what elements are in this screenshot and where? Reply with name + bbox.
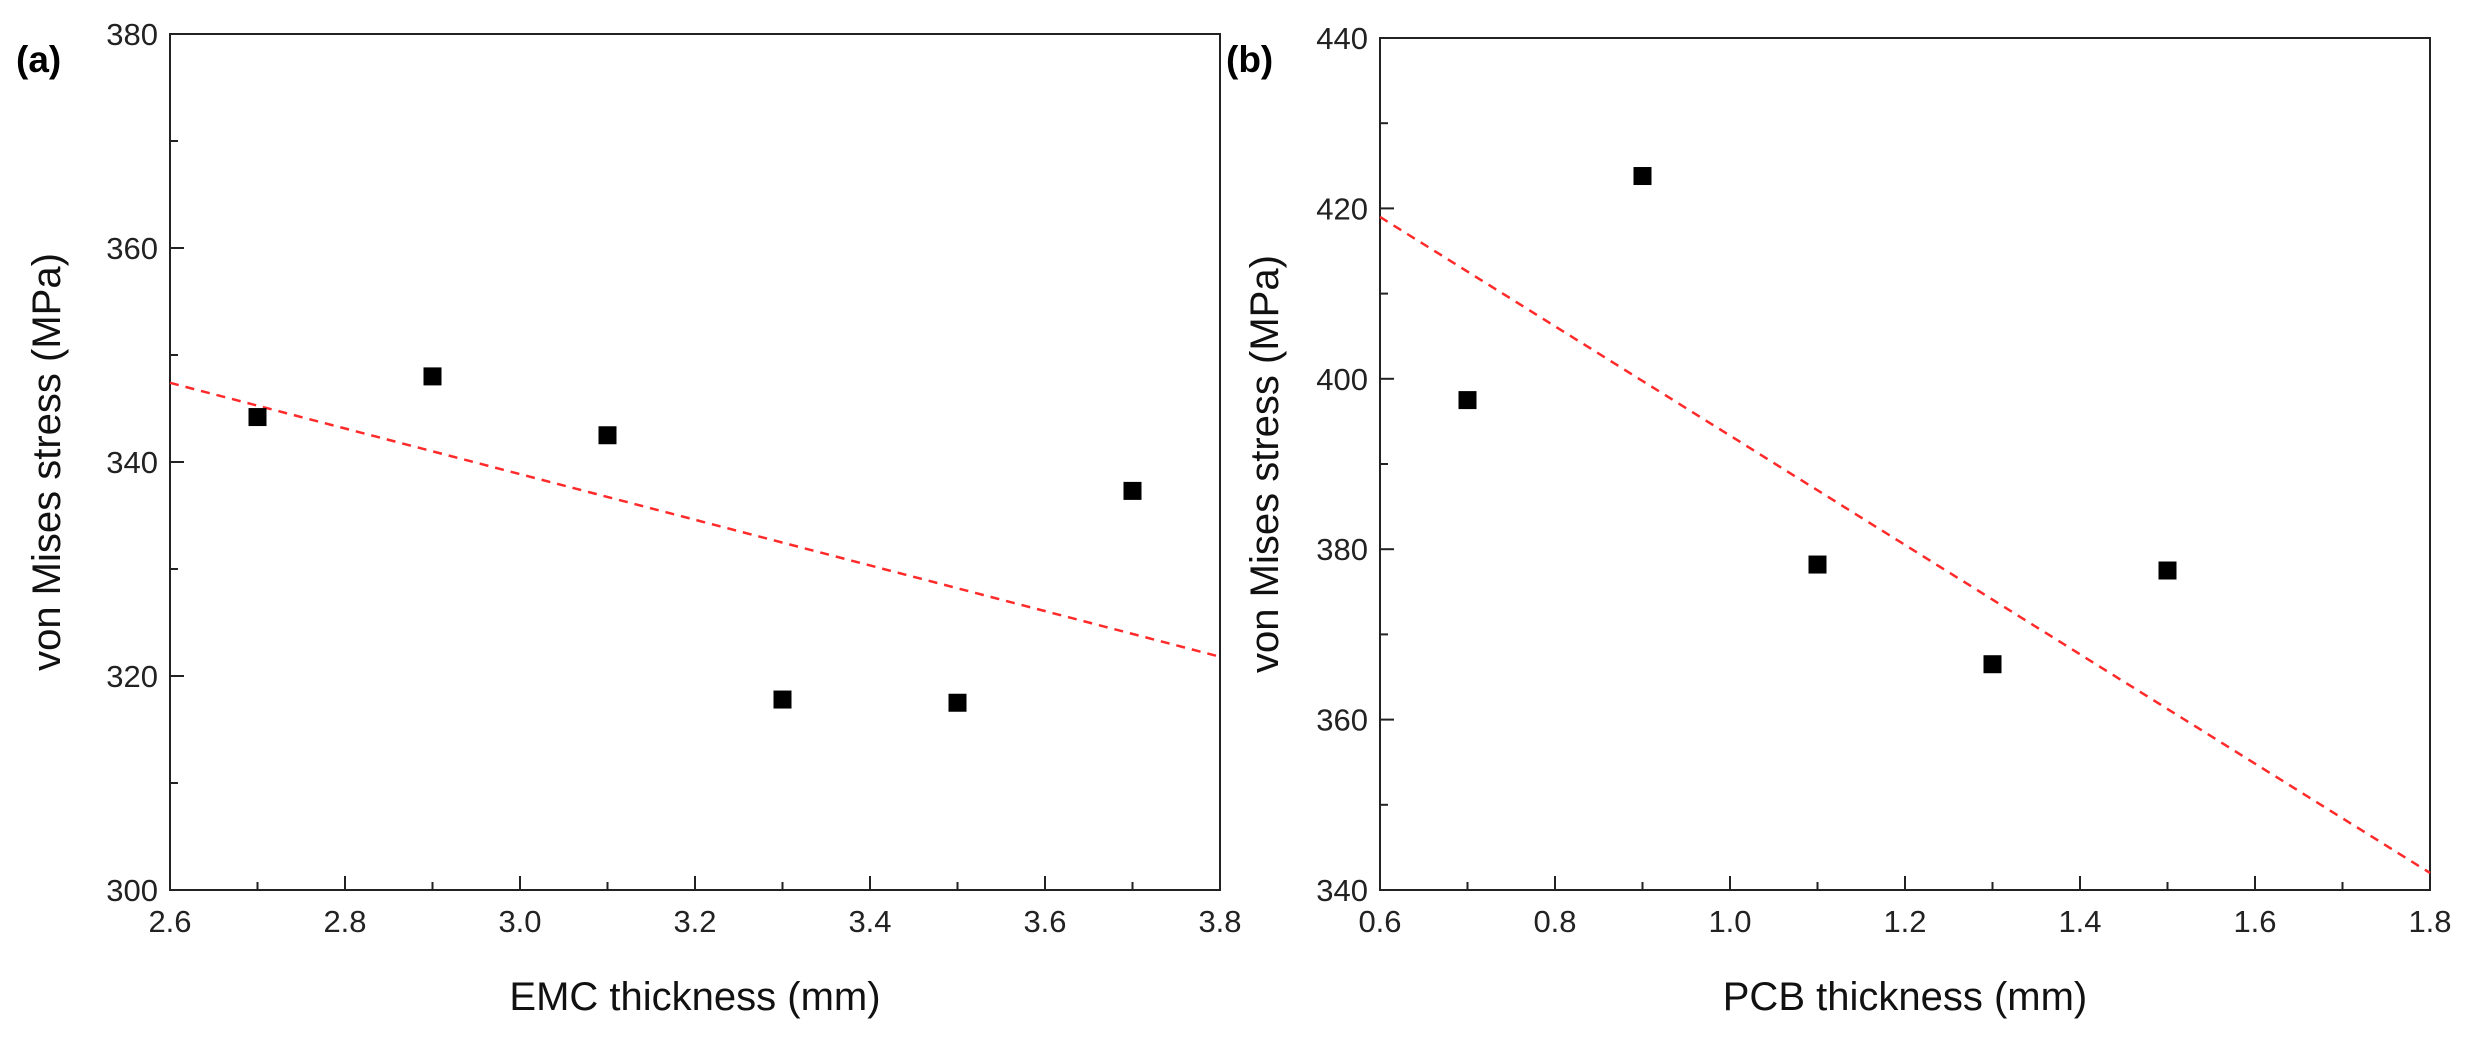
data-point	[948, 693, 967, 712]
data-point	[2158, 561, 2177, 580]
data-point	[598, 426, 617, 445]
x-tick-label: 3.8	[1198, 904, 1241, 939]
y-tick-label: 440	[1316, 21, 1368, 56]
panel-label: (a)	[16, 39, 61, 80]
x-tick-label: 1.0	[1708, 904, 1751, 939]
chart-panel-a: 2.6 2.8 3.0 3.2 3.4 3.6 3.8 300 320 340 360 380 EMC …	[16, 17, 1242, 1019]
x-tick-label: 1.2	[1883, 904, 1926, 939]
x-tick-label: 2.6	[148, 904, 191, 939]
panel-label: (b)	[1226, 39, 1273, 80]
y-tick-label: 300	[106, 873, 158, 908]
y-tick-label: 340	[106, 445, 158, 480]
chart-panel-b: 0.6 0.8 1.0 1.2 1.4 1.6 1.8 340 360 380 400 420 440 P…	[1226, 21, 2452, 1019]
plot-frame	[169, 33, 1221, 891]
data-point	[1808, 555, 1827, 574]
x-tick-label: 3.4	[848, 904, 891, 939]
fit-line	[1379, 215, 2431, 875]
y-tick-label: 360	[106, 231, 158, 266]
y-tick-label: 420	[1316, 191, 1368, 226]
x-tick-label: 3.2	[673, 904, 716, 939]
y-tick-label: 380	[1316, 532, 1368, 567]
x-tick-label: 3.6	[1023, 904, 1066, 939]
x-tick-label: 3.0	[498, 904, 541, 939]
data-point	[423, 367, 442, 386]
data-point	[773, 690, 792, 709]
x-tick-label: 1.6	[2233, 904, 2276, 939]
y-tick-label: 380	[106, 17, 158, 52]
fit-line	[169, 381, 1221, 658]
y-tick-label: 340	[1316, 873, 1368, 908]
x-axis-title: EMC thickness (mm)	[509, 975, 880, 1019]
x-tick-label: 0.6	[1358, 904, 1401, 939]
data-point	[1983, 655, 2002, 674]
y-tick-label: 320	[106, 659, 158, 694]
data-point	[1458, 391, 1477, 410]
data-point	[248, 408, 267, 427]
y-tick-label: 400	[1316, 362, 1368, 397]
x-tick-label: 0.8	[1533, 904, 1576, 939]
x-tick-label: 1.4	[2058, 904, 2101, 939]
y-tick-label: 360	[1316, 703, 1368, 738]
x-axis-title: PCB thickness (mm)	[1723, 975, 2088, 1019]
y-axis-title: von Mises stress (MPa)	[1243, 255, 1287, 673]
x-tick-label: 2.8	[323, 904, 366, 939]
data-point	[1633, 167, 1652, 186]
plot-frame	[1379, 37, 2431, 891]
y-axis-title: von Mises stress (MPa)	[25, 253, 69, 671]
data-point	[1123, 481, 1142, 500]
x-tick-label: 1.8	[2408, 904, 2451, 939]
